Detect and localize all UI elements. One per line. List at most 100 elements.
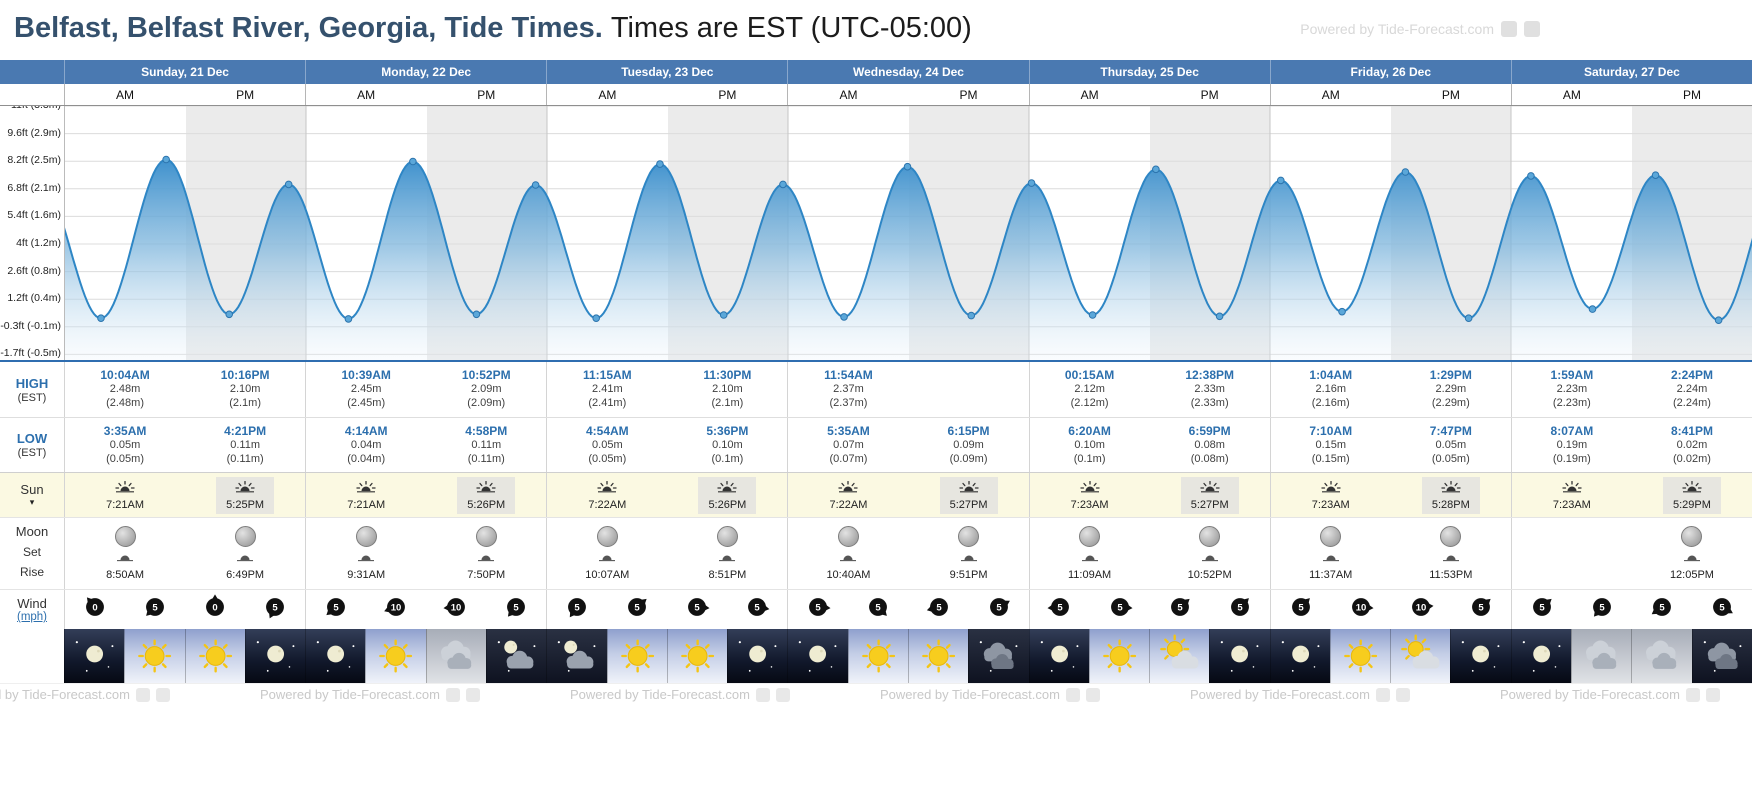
day-header-row: Sunday, 21 Dec Monday, 22 Dec Tuesday, 23 … (0, 60, 1752, 84)
wind-badge-cell: 5 (1150, 590, 1210, 629)
cloudy-day-icon (440, 640, 471, 669)
sun-day-3: 7:22AM 5:26PM (546, 473, 787, 517)
sun-day-6: 7:23AM 5:28PM (1269, 473, 1511, 517)
powered-by-link[interactable]: Powered by Tide-Forecast.com (1500, 687, 1680, 702)
social-icon[interactable] (1395, 687, 1410, 702)
moonset-entry: 8:50AM (106, 526, 144, 581)
weather-tile-partly-cloudy-night (546, 629, 607, 683)
social-icon[interactable] (1065, 687, 1080, 702)
social-icon[interactable] (1501, 21, 1517, 37)
powered-by-link[interactable]: Powered by Tide-Forecast.com (570, 687, 750, 702)
weather-tile-clear-night (727, 629, 788, 683)
weather-tile-partly-cloudy-day (1149, 629, 1210, 683)
sunrise-cell: 7:21AM (65, 473, 185, 517)
sunset-time: 5:27PM (1190, 498, 1229, 511)
high-am-cell: 11:15AM 2.41m (2.41m) (547, 362, 667, 417)
social-icon[interactable] (135, 687, 150, 702)
social-icon[interactable] (755, 687, 770, 702)
wind-badge: 5 (1047, 594, 1073, 625)
y-axis-label: 1.2ft (0.4m) (7, 292, 61, 305)
social-icon[interactable] (775, 687, 790, 702)
wind-badge-cell: 5 (848, 590, 908, 629)
wind-direction-icon: 5 (628, 598, 647, 616)
high-tide-height-alt: (2.16m) (1311, 397, 1350, 409)
wind-speed: 5 (755, 602, 761, 613)
social-icon[interactable] (155, 687, 170, 702)
page-title-location: Belfast, Belfast River, Georgia, Tide Ti… (14, 12, 603, 44)
social-icon[interactable] (445, 687, 460, 702)
moonset-entry: 10:40AM (826, 526, 870, 581)
y-axis-label: 6.8ft (2.1m) (7, 181, 61, 194)
ampm-day-3: AM PM (546, 84, 787, 105)
powered-by-link[interactable]: Powered by Tide-Forecast.com (0, 687, 130, 702)
low-day-1: 3:35AM 0.05m (0.05m) 4:21PM 0.11m (0.11m) (64, 418, 305, 472)
sunrise-cell: 7:22AM (547, 473, 667, 517)
sunset-entry: 5:27PM (939, 476, 998, 514)
sunrise-icon-wrap (597, 480, 617, 498)
powered-by-link[interactable]: Powered by Tide-Forecast.com (880, 687, 1060, 702)
weather-tile-clear-night (1028, 629, 1089, 683)
social-icon[interactable] (1375, 687, 1390, 702)
social-icon[interactable] (1085, 687, 1100, 702)
powered-by-link[interactable]: Powered by Tide-Forecast.com (1190, 687, 1370, 702)
wind-direction-icon: 5 (1471, 598, 1491, 616)
weather-tile-sunny (907, 629, 969, 683)
wind-badge-cell: 5 (1030, 590, 1090, 629)
social-icon[interactable] (1524, 21, 1540, 37)
moonset-icon (599, 555, 616, 562)
high-tide-time: 10:04AM (100, 368, 150, 383)
moon-am-cell: 11:37AM (1271, 518, 1391, 589)
wind-badge: 5 (624, 594, 650, 625)
wind-badge-cell: 5 (667, 590, 727, 629)
wind-unit-link[interactable]: (mph) (16, 611, 48, 623)
wind-badge-cell: 5 (607, 590, 667, 629)
wind-direction-icon: 5 (1291, 598, 1310, 616)
sunrise-cell: 7:23AM (1030, 473, 1150, 517)
sunny-icon (620, 639, 654, 673)
moonset-entry: 11:09AM (1068, 526, 1111, 581)
low-tide-time: 6:20AM (1068, 423, 1111, 438)
powered-by-link[interactable]: Powered by Tide-Forecast.com (260, 687, 440, 702)
sunset-time: 5:28PM (1431, 498, 1470, 511)
clear-night-icon (316, 641, 355, 672)
moonset-icon (1322, 555, 1339, 562)
social-icon[interactable] (1685, 687, 1700, 702)
high-tide-height: 2.33m (1194, 383, 1225, 396)
sunrise-time: 7:23AM (1070, 498, 1109, 511)
am-label: AM (1080, 87, 1099, 102)
social-icon[interactable] (1705, 687, 1720, 702)
powered-by-link[interactable]: Powered by Tide-Forecast.com (1300, 21, 1494, 37)
sunset-cell: 5:26PM (426, 473, 546, 517)
wind-badge-cell: 5 (486, 590, 546, 629)
low-tide-time: 4:14AM (344, 423, 388, 438)
weather-tile-clear-night (1209, 629, 1270, 683)
wind-badge-cell: 10 (366, 590, 426, 629)
low-pm-cell: 7:47PM 0.05m (0.05m) (1391, 418, 1511, 472)
wind-badge-cell: 5 (969, 590, 1029, 629)
wind-badge-cell: 5 (1572, 590, 1632, 629)
high-tide-height-alt: (2.09m) (467, 397, 506, 409)
wind-badge: 5 (1167, 594, 1193, 625)
tide-chart (64, 106, 1752, 360)
wind-speed: 5 (272, 602, 278, 613)
weather-tile-clear-night (1510, 629, 1572, 683)
high-pm-cell: 12:38PM 2.33m (2.33m) (1150, 362, 1270, 417)
wind-badge: 5 (986, 594, 1012, 625)
high-tide-time: 12:38PM (1185, 368, 1235, 383)
weather-tile-sunny (184, 629, 245, 683)
sunrise-cell: 7:21AM (306, 473, 426, 517)
wind-direction-icon: 5 (809, 598, 831, 616)
moon-pm-cell: 7:50PM (426, 518, 546, 589)
moonset-icon-wrap (357, 549, 375, 567)
moonrise-icon-wrap (236, 549, 254, 567)
wind-badge-cell: 5 (1090, 590, 1150, 629)
low-day-7: 8:07AM 0.19m (0.19m) 8:41PM 0.02m (0.02m) (1510, 418, 1752, 472)
low-tide-height: 0.04m (350, 438, 382, 451)
wind-badge: 5 (926, 594, 952, 625)
wind-badge-cell: 10 (426, 590, 486, 629)
sunset-cell: 5:28PM (1391, 473, 1511, 517)
social-icon[interactable] (465, 687, 480, 702)
sunny-icon (861, 639, 895, 673)
sunset-time: 5:26PM (467, 498, 506, 511)
collapse-arrow-icon[interactable]: ▾ (29, 497, 35, 507)
